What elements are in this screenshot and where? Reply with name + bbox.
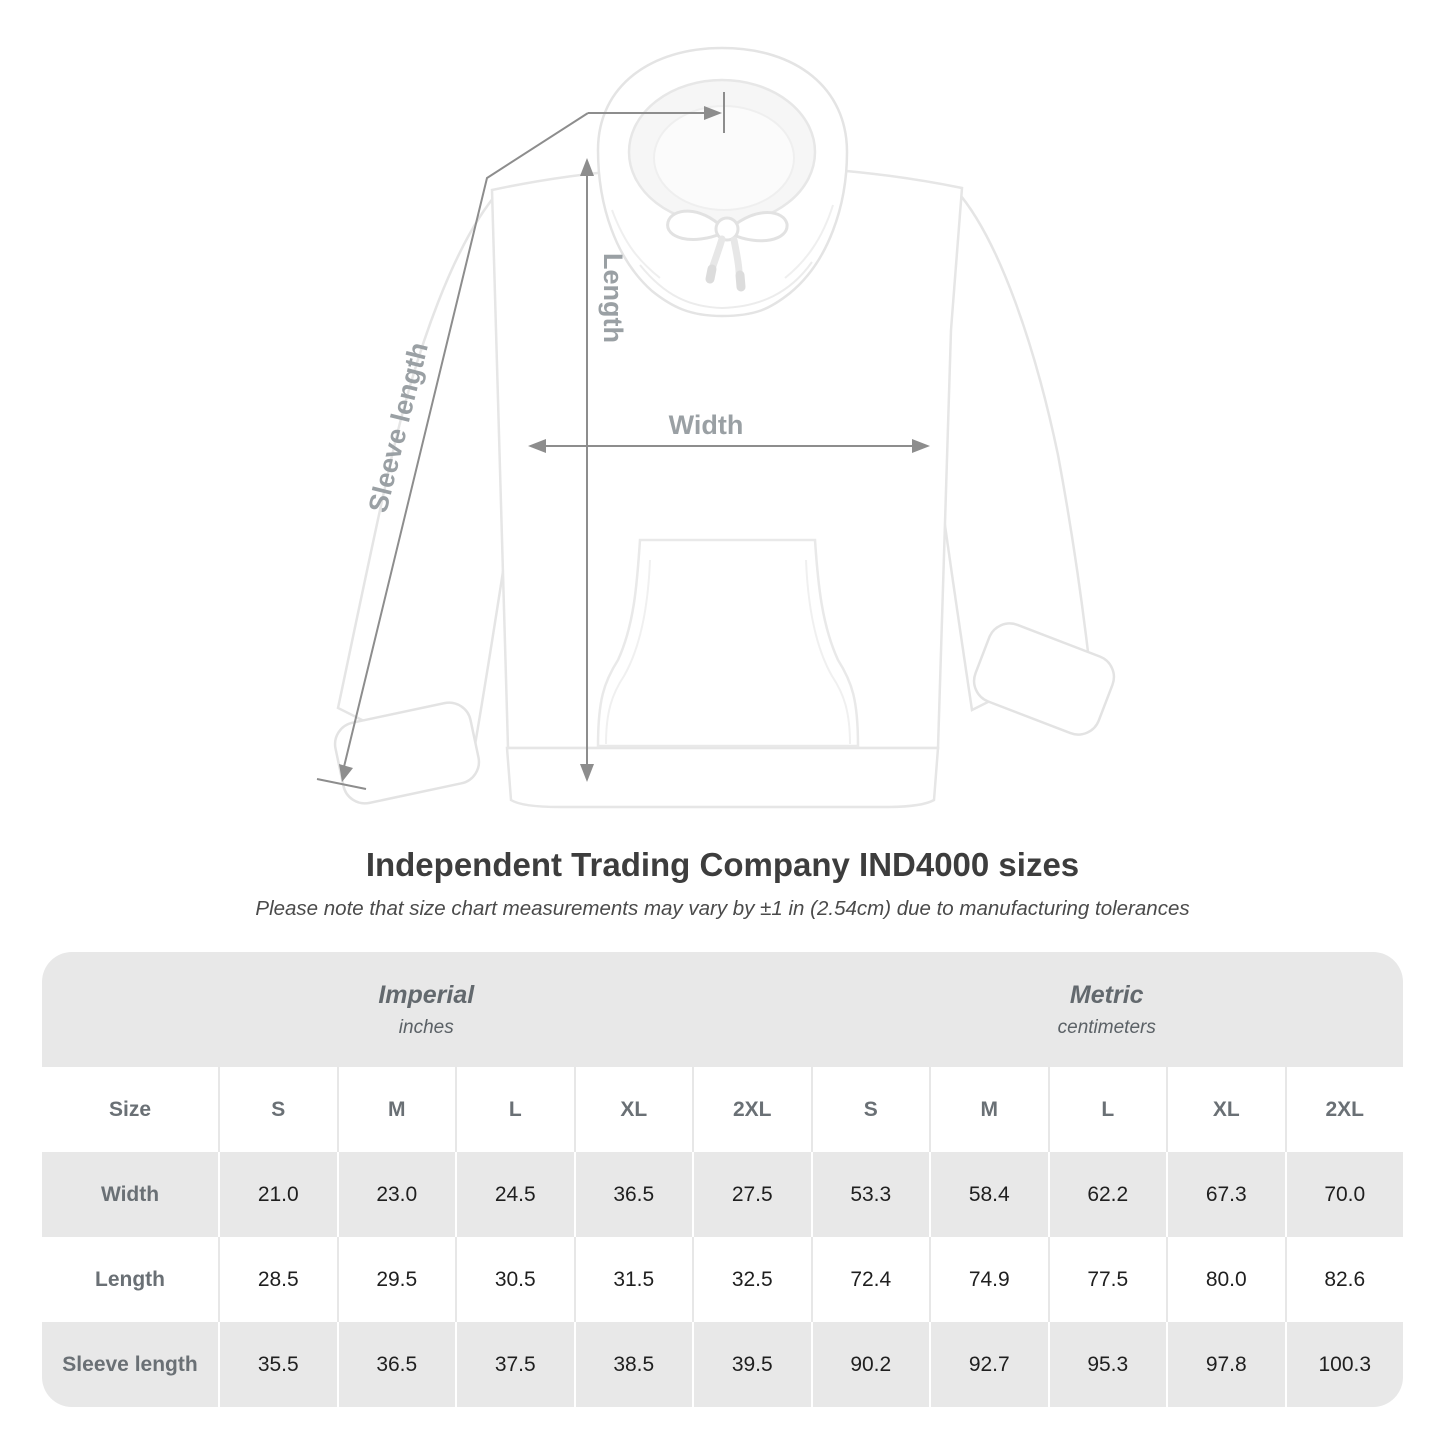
row-label: Width <box>100 1182 160 1206</box>
measurement-annotations <box>316 92 930 790</box>
width-metric-xl: 67.3 <box>1166 1152 1285 1237</box>
length-metric-xl: 80.0 <box>1166 1237 1285 1322</box>
sleeve-imperial-m: 36.5 <box>336 1322 456 1407</box>
width-label: Width <box>669 410 744 440</box>
sleeve-imperial-xl: 38.5 <box>573 1322 693 1407</box>
width-imperial-l: 24.5 <box>455 1152 574 1237</box>
sleeve-metric-l: 95.3 <box>1047 1322 1167 1407</box>
sleeve-start-arrowhead <box>704 106 722 120</box>
sleeve-length-line <box>341 112 589 776</box>
hoodie-pocket <box>596 538 860 748</box>
hoodie-size-diagram: Length Sleeve length Width <box>316 46 1116 809</box>
table-row-width: Width 21.0 23.0 24.5 36.5 27.5 53.3 58.4… <box>42 1152 1403 1237</box>
width-imperial-xl: 36.5 <box>573 1152 693 1237</box>
size-header-label: Size <box>108 1097 152 1121</box>
width-imperial-s: 21.0 <box>218 1152 337 1237</box>
unit-header-row: Imperial inches Metric centimeters <box>42 952 1403 1067</box>
width-arrowhead-left <box>528 439 546 453</box>
length-metric-l: 77.5 <box>1047 1237 1167 1322</box>
hoodie-neckline-seam <box>639 261 813 310</box>
length-imperial-xl: 31.5 <box>573 1237 693 1322</box>
drawstring-left <box>709 235 726 270</box>
sleeve-length-arrowhead <box>339 764 353 782</box>
width-metric-m: 58.4 <box>929 1152 1048 1237</box>
length-metric-s: 72.4 <box>810 1237 930 1322</box>
metric-size-l: L <box>1047 1067 1167 1152</box>
length-imperial-l: 30.5 <box>455 1237 574 1322</box>
imperial-unit: inches <box>398 1016 454 1038</box>
width-imperial-2xl: 27.5 <box>692 1152 811 1237</box>
drawstring-left-aglet <box>705 264 717 284</box>
size-header-row: Size S M L XL 2XL S M L XL 2XL <box>42 1067 1403 1152</box>
hoodie-hood-fold-right <box>784 204 834 279</box>
sleeve-imperial-s: 35.5 <box>218 1322 337 1407</box>
hoodie-left-cuff <box>333 701 481 805</box>
metric-heading: Metric <box>1069 980 1144 1009</box>
metric-size-m: M <box>929 1067 1048 1152</box>
sleeve-metric-m: 92.7 <box>929 1322 1048 1407</box>
drawstring-bow-right-loop <box>729 211 789 243</box>
unit-group-metric: Metric centimeters <box>811 952 1404 1067</box>
row-label: Sleeve length <box>62 1352 198 1376</box>
hoodie-right-cuff <box>972 622 1116 736</box>
table-row-sleeve-length: Sleeve length 35.5 36.5 37.5 38.5 39.5 9… <box>42 1322 1403 1407</box>
width-metric-2xl: 70.0 <box>1284 1152 1404 1237</box>
imperial-heading: Imperial <box>378 980 475 1009</box>
width-metric-l: 62.2 <box>1047 1152 1167 1237</box>
imperial-size-xl: XL <box>573 1067 693 1152</box>
metric-size-2xl: 2XL <box>1284 1067 1404 1152</box>
imperial-size-l: L <box>455 1067 574 1152</box>
hoodie-hem-band <box>505 746 940 809</box>
length-arrowhead-top <box>580 158 594 176</box>
table-row-length: Length 28.5 29.5 30.5 31.5 32.5 72.4 74.… <box>42 1237 1403 1322</box>
width-imperial-m: 23.0 <box>336 1152 456 1237</box>
sleeve-imperial-2xl: 39.5 <box>692 1322 811 1407</box>
hoodie-pocket-right-seam <box>805 559 851 745</box>
drawstring-bow-left-loop <box>666 209 725 241</box>
length-metric-2xl: 82.6 <box>1284 1237 1404 1322</box>
sleeve-metric-s: 90.2 <box>810 1322 930 1407</box>
drawstring-right <box>730 236 743 276</box>
width-metric-s: 53.3 <box>810 1152 930 1237</box>
length-imperial-m: 29.5 <box>336 1237 456 1322</box>
imperial-size-2xl: 2XL <box>692 1067 811 1152</box>
drawstring-right-aglet <box>735 270 746 292</box>
length-imperial-s: 28.5 <box>218 1237 337 1322</box>
drawstring-knot <box>714 216 740 242</box>
metric-unit: centimeters <box>1057 1016 1156 1038</box>
unit-group-imperial: Imperial inches <box>42 952 811 1067</box>
length-imperial-2xl: 32.5 <box>692 1237 811 1322</box>
page-title: Independent Trading Company IND4000 size… <box>365 846 1080 883</box>
hoodie-pocket-left-seam <box>605 559 651 745</box>
sleeve-imperial-l: 37.5 <box>455 1322 574 1407</box>
hoodie-illustration <box>333 46 1116 809</box>
sleeve-end-tick <box>316 778 367 790</box>
metric-size-xl: XL <box>1166 1067 1285 1152</box>
tolerance-note: Please note that size chart measurements… <box>255 897 1190 920</box>
imperial-size-m: M <box>336 1067 456 1152</box>
imperial-size-s: S <box>218 1067 337 1152</box>
hoodie-hood-fold-left <box>611 209 661 279</box>
length-label: Length <box>598 253 628 343</box>
size-table: Imperial inches Metric centimeters Size … <box>42 952 1403 1407</box>
sleeve-metric-2xl: 100.3 <box>1284 1322 1404 1407</box>
row-label: Length <box>95 1267 165 1291</box>
sleeve-metric-xl: 97.8 <box>1166 1322 1285 1407</box>
metric-size-s: S <box>810 1067 930 1152</box>
width-arrowhead-right <box>912 439 930 453</box>
length-arrowhead-bottom <box>580 764 594 782</box>
length-metric-m: 74.9 <box>929 1237 1048 1322</box>
